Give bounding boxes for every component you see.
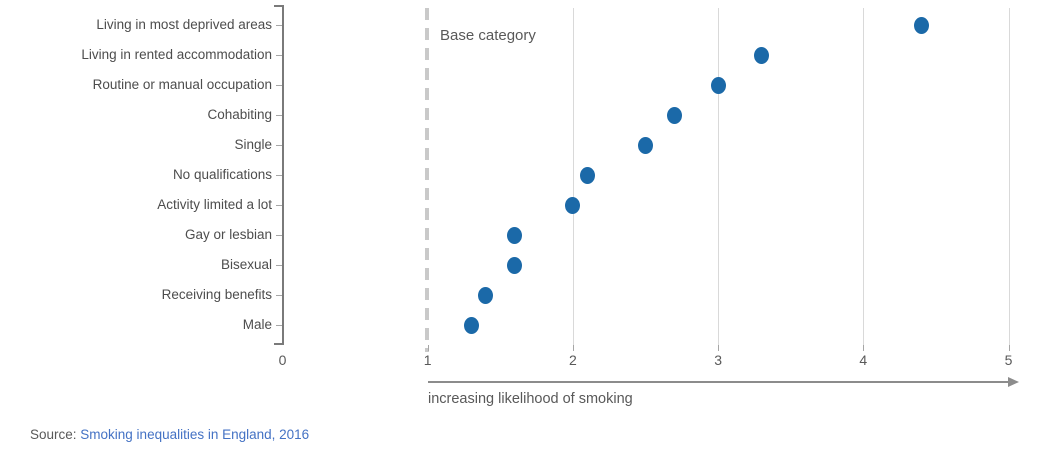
data-dot xyxy=(507,226,523,244)
y-axis-tick xyxy=(276,115,282,116)
y-axis-label: No qualifications xyxy=(172,167,272,182)
y-axis-tick xyxy=(276,175,282,176)
y-axis-label: Bisexual xyxy=(220,257,272,272)
y-axis-cap-bottom xyxy=(274,343,283,345)
x-axis-tick-label: 2 xyxy=(568,352,577,368)
x-axis-tick xyxy=(1008,345,1010,351)
gridline xyxy=(1008,8,1010,345)
y-axis-tick xyxy=(276,55,282,56)
x-axis-arrow xyxy=(428,381,1009,383)
x-axis-tick-label: 5 xyxy=(1004,352,1013,368)
y-axis-label: Living in rented accommodation xyxy=(81,47,272,62)
y-axis-label: Male xyxy=(242,317,272,332)
x-axis-tick-label: 0 xyxy=(278,352,287,368)
base-category-label: Base category xyxy=(440,27,536,44)
source-link[interactable]: Smoking inequalities in England, 2016 xyxy=(80,427,310,442)
x-axis-tick xyxy=(427,345,429,351)
source-line: Source: Smoking inequalities in England,… xyxy=(30,427,309,442)
data-dot xyxy=(507,256,523,274)
y-axis-label: Routine or manual occupation xyxy=(92,77,272,92)
data-dot xyxy=(913,16,929,34)
y-axis-tick xyxy=(276,265,282,266)
y-axis-label: Activity limited a lot xyxy=(157,197,272,212)
data-dot xyxy=(463,316,479,334)
y-axis-label: Single xyxy=(234,137,272,152)
y-axis-tick xyxy=(276,325,282,326)
x-axis-tick xyxy=(572,345,574,351)
y-axis-label: Receiving benefits xyxy=(161,287,272,302)
data-dot xyxy=(478,286,494,304)
y-axis-label: Living in most deprived areas xyxy=(96,17,272,32)
x-axis-tick-label: 4 xyxy=(859,352,868,368)
y-axis-tick xyxy=(276,205,282,206)
x-axis-tick xyxy=(863,345,865,351)
y-axis-label: Cohabiting xyxy=(207,107,272,122)
base-category-dashed-line xyxy=(425,8,429,352)
data-dot xyxy=(667,106,682,124)
data-dot xyxy=(638,136,653,154)
y-axis-label: Gay or lesbian xyxy=(184,227,272,242)
y-axis-tick xyxy=(276,295,282,296)
y-axis-tick xyxy=(276,85,282,86)
data-dot xyxy=(710,76,726,94)
gridline xyxy=(863,8,865,345)
data-dot xyxy=(565,196,581,214)
x-axis-tick-label: 1 xyxy=(423,352,432,368)
source-label: Source: xyxy=(30,427,81,442)
x-axis-tick-label: 3 xyxy=(714,352,722,368)
y-axis-tick xyxy=(276,235,282,236)
y-axis-line xyxy=(282,5,284,345)
data-dot xyxy=(754,46,770,64)
gridline xyxy=(718,8,720,345)
y-axis-tick xyxy=(276,145,282,146)
arrow-right-icon xyxy=(1008,376,1019,387)
y-axis-cap-top xyxy=(274,5,283,7)
gridline xyxy=(572,8,574,345)
y-axis-tick xyxy=(276,25,282,26)
x-axis-tick xyxy=(718,345,720,351)
x-axis-caption: increasing likelihood of smoking xyxy=(428,391,633,407)
data-dot xyxy=(579,166,595,184)
